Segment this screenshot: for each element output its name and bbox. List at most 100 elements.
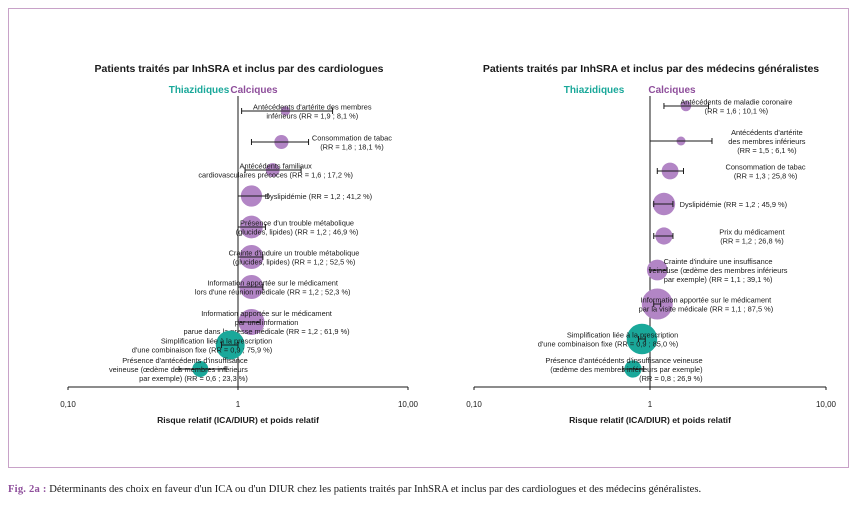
row-label-line: (RR = 1,3 ; 25,8 %)	[734, 172, 797, 181]
row-label: Simplification liée à la prescription d'u…	[132, 337, 272, 355]
caption-text: Déterminants des choix en faveur d'un IC…	[49, 484, 702, 495]
forest-panel-1: Patients traités par InhSRA et inclus pa…	[60, 63, 418, 425]
forest-row: Information apportée sur le médicament lo…	[195, 275, 351, 299]
forest-row: Antécédents de maladie coronaire (RR = 1,…	[663, 98, 792, 116]
forest-row: Crainte d'induire un trouble métabolique…	[229, 244, 360, 270]
row-label-line: veineuse (œdème des membres inférieurs	[649, 266, 788, 275]
row-label-line: Consommation de tabac	[312, 134, 392, 143]
forest-panel-2: Patients traités par InhSRA et inclus pa…	[466, 63, 836, 425]
row-label-line: Crainte d'induire une insuffisance	[664, 257, 773, 266]
row-label-line: Présence d'antécédents d'insuffisance ve…	[545, 356, 702, 365]
row-label-line: (RR = 1,6 ; 10,1 %)	[705, 107, 768, 116]
forest-plots: Patients traités par InhSRA et inclus pa…	[60, 63, 836, 425]
row-label: Dyslipidémie (RR = 1,2 ; 45,9 %)	[680, 200, 787, 209]
group-label-right: Calciques	[230, 85, 278, 96]
forest-row: Dyslipidémie (RR = 1,2 ; 45,9 %)	[652, 192, 787, 216]
row-label-line: veineuse (œdème des membres inférieurs	[109, 365, 248, 374]
row-label-line: Information apportée sur le médicament	[207, 279, 338, 288]
row-label-line: Information apportée sur le médicament	[641, 296, 772, 305]
forest-row: Simplification liée à la prescription d'u…	[132, 330, 272, 360]
row-label-line: Simplification liée à la prescription	[567, 331, 678, 340]
forest-row: Information apportée sur le médicament pa…	[183, 308, 350, 336]
row-label: Consommation de tabac (RR = 1,3 ; 25,8 %)	[725, 163, 805, 181]
row-label-line: cardiovasculaires précoces (RR = 1,6 ; 1…	[198, 171, 353, 180]
row-label-line: Information apportée sur le médicament	[201, 309, 332, 318]
x-tick-label: 0,10	[466, 400, 482, 409]
row-label-line: Crainte d'induire un trouble métabolique	[229, 249, 360, 258]
forest-row: Consommation de tabac (RR = 1,8 ; 18,1 %)	[250, 134, 392, 152]
panel-title: Patients traités par InhSRA et inclus pa…	[483, 63, 819, 75]
row-label-line: des membres inférieurs	[728, 137, 806, 146]
row-label-line: Consommation de tabac	[725, 163, 805, 172]
row-label-line: (glucides, lipides) (RR = 1,2 ; 46,9 %)	[236, 228, 359, 237]
caption-label: Fig. 2a :	[8, 484, 47, 495]
row-label-line: par la visite médicale (RR = 1,1 ; 87,5 …	[639, 305, 774, 314]
row-label: Crainte d'induire une insuffisance veineu…	[649, 257, 788, 284]
row-label: Consommation de tabac (RR = 1,8 ; 18,1 %)	[312, 134, 392, 152]
x-tick-label: 10,00	[398, 400, 419, 409]
row-label: Présence d'un trouble métabolique (glucid…	[236, 219, 359, 237]
forest-row: Simplification liée à la prescription d'u…	[538, 323, 678, 355]
x-axis-label: Risque relatif (ICA/DIUR) et poids relat…	[569, 415, 731, 425]
forest-row: Présence d'antécédents d'insuffisance vei…	[109, 356, 248, 383]
row-label: Information apportée sur le médicament pa…	[639, 296, 774, 314]
row-label: Antécédents familiaux cardiovasculaires p…	[198, 162, 353, 180]
row-label: Présence d'antécédents d'insuffisance vei…	[109, 356, 248, 383]
forest-row: Dyslipidémie (RR = 1,2 ; 41,2 %)	[237, 185, 372, 207]
row-label: Antécédents d'artérite des membres inféri…	[253, 103, 372, 121]
row-label-line: (RR = 1,8 ; 18,1 %)	[320, 143, 383, 152]
row-label-line: par exemple) (RR = 1,1 ; 39,1 %)	[664, 275, 773, 284]
row-label-line: (RR = 1,5 ; 6,1 %)	[737, 146, 796, 155]
forest-row: Antécédents familiaux cardiovasculaires p…	[198, 162, 353, 180]
forest-row: Présence d'antécédents d'insuffisance ve…	[545, 356, 702, 383]
row-label-line: d'une combinaison fixe (RR = 0,9 ; 85,0 …	[538, 340, 678, 349]
row-label-line: (RR = 1,2 ; 26,8 %)	[720, 237, 783, 246]
forest-row: Antécédents d'artérite des membres inféri…	[241, 103, 372, 121]
row-label: Présence d'antécédents d'insuffisance ve…	[545, 356, 702, 383]
row-label-line: (œdème des membres inférieurs par exempl…	[550, 365, 702, 374]
row-label: Crainte d'induire un trouble métabolique…	[229, 249, 360, 267]
row-label: Simplification liée à la prescription d'u…	[538, 331, 678, 349]
row-label-line: Dyslipidémie (RR = 1,2 ; 45,9 %)	[680, 200, 787, 209]
forest-row: Présence d'un trouble métabolique (glucid…	[236, 215, 359, 239]
forest-row: Prix du médicament (RR = 1,2 ; 26,8 %)	[653, 227, 785, 246]
row-label-line: d'une combinaison fixe (RR = 0,9 ; 75,9 …	[132, 346, 272, 355]
forest-row: Consommation de tabac (RR = 1,3 ; 25,8 %)	[656, 163, 806, 181]
group-label-right: Calciques	[648, 85, 696, 96]
x-axis-label: Risque relatif (ICA/DIUR) et poids relat…	[157, 415, 319, 425]
row-label: Dyslipidémie (RR = 1,2 ; 41,2 %)	[265, 192, 372, 201]
x-tick-label: 1	[236, 400, 241, 409]
row-label-line: Antécédents de maladie coronaire	[680, 98, 792, 107]
figure-frame: Patients traités par InhSRA et inclus pa…	[8, 8, 849, 468]
row-label: Prix du médicament (RR = 1,2 ; 26,8 %)	[719, 228, 784, 246]
row-label: Antécédents d'artérite des membres inféri…	[728, 128, 806, 155]
forest-row: Information apportée sur le médicament pa…	[639, 288, 774, 320]
row-label-line: Antécédents d'artérite des membres	[253, 103, 372, 112]
group-label-left: Thiazidiques	[169, 85, 230, 96]
row-label: Antécédents de maladie coronaire (RR = 1,…	[680, 98, 792, 116]
group-label-left: Thiazidiques	[564, 85, 625, 96]
panel-title: Patients traités par InhSRA et inclus pa…	[94, 63, 383, 75]
row-label-line: Antécédents d'artérite	[731, 128, 803, 137]
row-label-line: (glucides, lipides) (RR = 1,2 ; 52,5 %)	[233, 258, 356, 267]
row-label-line: Dyslipidémie (RR = 1,2 ; 41,2 %)	[265, 192, 372, 201]
row-label: Information apportée sur le médicament lo…	[195, 279, 351, 297]
row-label-line: inférieurs (RR = 1,9 ; 8,1 %)	[266, 112, 358, 121]
row-label-line: parue dans la presse médicale (RR = 1,2 …	[183, 327, 349, 336]
x-tick-label: 0,10	[60, 400, 76, 409]
forest-row: Antécédents d'artérite des membres inféri…	[649, 128, 806, 155]
x-tick-label: 1	[648, 400, 653, 409]
row-label-line: par exemple) (RR = 0,6 ; 23,3 %)	[139, 374, 248, 383]
row-label-line: (RR = 0,8 ; 26,9 %)	[639, 374, 702, 383]
row-label-line: Prix du médicament	[719, 228, 784, 237]
forest-row: Crainte d'induire une insuffisance veineu…	[646, 257, 788, 284]
row-label-line: par une information	[235, 318, 299, 327]
x-tick-label: 10,00	[816, 400, 837, 409]
row-label-line: Simplification liée à la prescription	[161, 337, 272, 346]
figure-caption: Fig. 2a : Déterminants des choix en fave…	[8, 484, 853, 495]
row-label-line: Présence d'un trouble métabolique	[240, 219, 354, 228]
row-label-line: lors d'une réunion médicale (RR = 1,2 ; …	[195, 288, 351, 297]
row-label-line: Antécédents familiaux	[240, 162, 313, 171]
row-label-line: Présence d'antécédents d'insuffisance	[122, 356, 248, 365]
row-label: Information apportée sur le médicament pa…	[183, 309, 349, 336]
